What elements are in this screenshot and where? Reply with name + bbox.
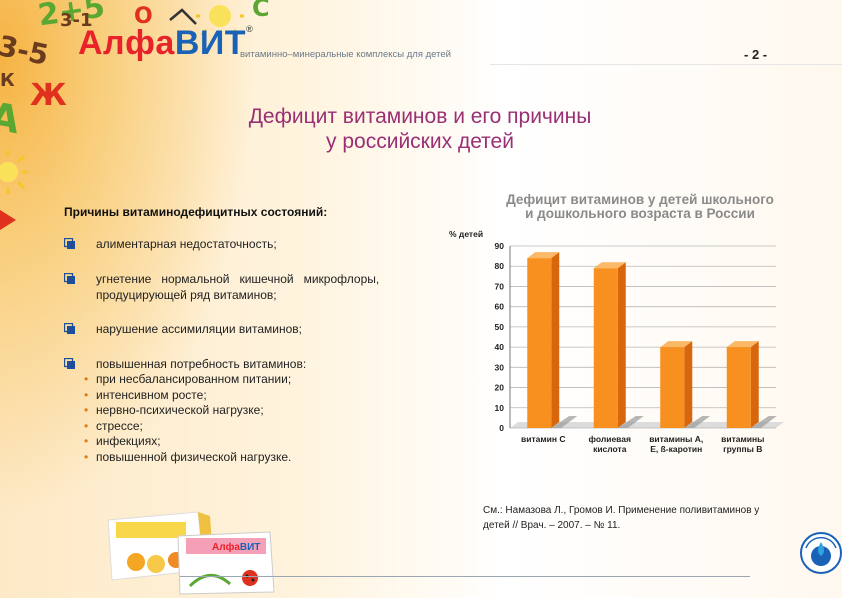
bar-top bbox=[527, 252, 560, 259]
bar-side bbox=[684, 341, 693, 428]
sub-list-item: • стрессе; bbox=[84, 418, 143, 433]
checkbox-bullet-icon bbox=[64, 323, 75, 334]
y-tick-label: 0 bbox=[499, 423, 504, 433]
y-tick-label: 40 bbox=[495, 342, 505, 352]
triangle-decor-icon bbox=[0, 210, 16, 230]
chart-floor bbox=[510, 422, 784, 428]
header-divider bbox=[490, 64, 842, 65]
checkbox-bullet-icon bbox=[64, 238, 75, 249]
decor-letter-sticker: К bbox=[0, 70, 15, 91]
sub-list-item: • инфекциях; bbox=[84, 434, 161, 448]
cause-item: угнетение нормальной кишечной микрофлоры… bbox=[96, 272, 380, 286]
chart-title: Дефицит витаминов у детей школьного и до… bbox=[470, 193, 810, 221]
brand-tagline: витаминно–минеральные комплексы для дете… bbox=[240, 49, 451, 60]
brand-logo: АлфаВИТ® bbox=[78, 24, 253, 63]
decor-number-sticker: 3-1 bbox=[60, 10, 93, 31]
cause-item: алиментарная недостаточность; bbox=[96, 237, 277, 251]
sun-icon bbox=[0, 150, 28, 194]
cause-item-continuation: продуцирующей ряд витаминов; bbox=[96, 288, 277, 302]
bar-side bbox=[551, 252, 560, 428]
decor-letter-sticker: С bbox=[252, 0, 270, 22]
bar bbox=[527, 258, 552, 428]
y-tick-label: 10 bbox=[495, 403, 505, 413]
causes-heading: Причины витаминодефицитных состояний: bbox=[64, 205, 328, 219]
y-tick-label: 80 bbox=[495, 261, 505, 271]
bullet-dot-icon: • bbox=[84, 418, 89, 433]
bar-shadow bbox=[551, 416, 578, 428]
sub-list-item: • повышенной физической нагрузке. bbox=[84, 449, 292, 464]
bar-shadow bbox=[617, 416, 644, 428]
y-tick-label: 60 bbox=[495, 302, 505, 312]
slide-title: Дефицит витаминов и его причины у россий… bbox=[150, 104, 690, 154]
sun-icon bbox=[196, 5, 244, 38]
company-logo-icon bbox=[800, 532, 842, 574]
bar-shadow bbox=[684, 416, 711, 428]
x-tick-label: витамины А, bbox=[649, 434, 703, 444]
bar-top bbox=[593, 262, 626, 269]
chart-title-line: Дефицит витаминов у детей школьного bbox=[506, 192, 774, 207]
checkmark-decor-icon bbox=[169, 8, 197, 25]
logo-vit-text: ВИТ bbox=[174, 24, 247, 62]
sub-list: • при несбалансированном питании; • интенс… bbox=[84, 372, 291, 465]
sub-list-item: • нервно-психической нагрузке; bbox=[84, 403, 264, 417]
page-number: - 2 - bbox=[744, 47, 768, 62]
registered-mark: ® bbox=[246, 24, 254, 34]
bullet-dot-icon: • bbox=[84, 372, 89, 386]
background-decoration bbox=[0, 0, 300, 598]
decor-letter-sticker: Ж bbox=[30, 78, 67, 113]
footer-divider bbox=[180, 576, 750, 577]
x-tick-label: фолиевая bbox=[589, 434, 631, 444]
bar-top bbox=[660, 341, 693, 348]
x-tick-label: витамин С bbox=[521, 434, 566, 444]
chart-title-line: и дошкольного возраста в России bbox=[525, 206, 755, 221]
chart-y-axis-label: % детей bbox=[449, 229, 484, 239]
bar-top bbox=[726, 341, 759, 348]
y-tick-label: 30 bbox=[495, 362, 505, 372]
x-tick-label: Е, ß-каротин bbox=[650, 444, 702, 454]
logo-alfa-text: Алфа bbox=[78, 24, 175, 62]
checkbox-bullet-icon bbox=[64, 273, 75, 284]
y-tick-label: 20 bbox=[495, 383, 505, 393]
y-tick-label: 90 bbox=[495, 241, 505, 251]
decor-letter-sticker: О bbox=[134, 4, 153, 29]
x-tick-label: кислота bbox=[593, 444, 627, 454]
cause-item: повышенная потребность витаминов: bbox=[96, 357, 307, 371]
sub-list-item: • при несбалансированном питании; bbox=[84, 372, 292, 386]
reference-line: детей // Врач. – 2007. – № 11. bbox=[483, 520, 621, 531]
product-packshot-image: АлфаВИТ bbox=[107, 511, 275, 595]
reference-note: См.: Намазова Л., Громов И. Применение п… bbox=[483, 503, 803, 533]
x-tick-label: группы В bbox=[723, 444, 762, 454]
bar-side bbox=[750, 341, 759, 428]
checkbox-bullet-icon bbox=[64, 358, 75, 369]
bullet-dot-icon: • bbox=[84, 387, 89, 402]
bullet-dot-icon: • bbox=[84, 403, 89, 417]
y-tick-label: 50 bbox=[495, 322, 505, 332]
sub-list-item: • интенсивном росте; bbox=[84, 387, 207, 402]
bullet-dot-icon: • bbox=[84, 434, 89, 448]
y-tick-label: 70 bbox=[495, 281, 505, 291]
cause-item: нарушение ассимиляции витаминов; bbox=[96, 322, 302, 336]
bar bbox=[660, 347, 685, 428]
slide-title-line: у российских детей bbox=[326, 130, 514, 153]
bar-side bbox=[617, 262, 626, 428]
bar-shadow bbox=[750, 416, 777, 428]
x-tick-label: витамины bbox=[721, 434, 764, 444]
bullet-dot-icon: • bbox=[84, 449, 89, 464]
bar bbox=[593, 268, 618, 428]
bar bbox=[726, 347, 751, 428]
reference-line: См.: Намазова Л., Громов И. Применение п… bbox=[483, 505, 760, 516]
slide-title-line: Дефицит витаминов и его причины bbox=[248, 105, 592, 128]
svg-text:АлфаВИТ: АлфаВИТ bbox=[212, 541, 260, 553]
bar-chart: 0 10 20 30 40 50 60 70 80 90 витамин С фолиеваякисл… bbox=[495, 241, 784, 454]
